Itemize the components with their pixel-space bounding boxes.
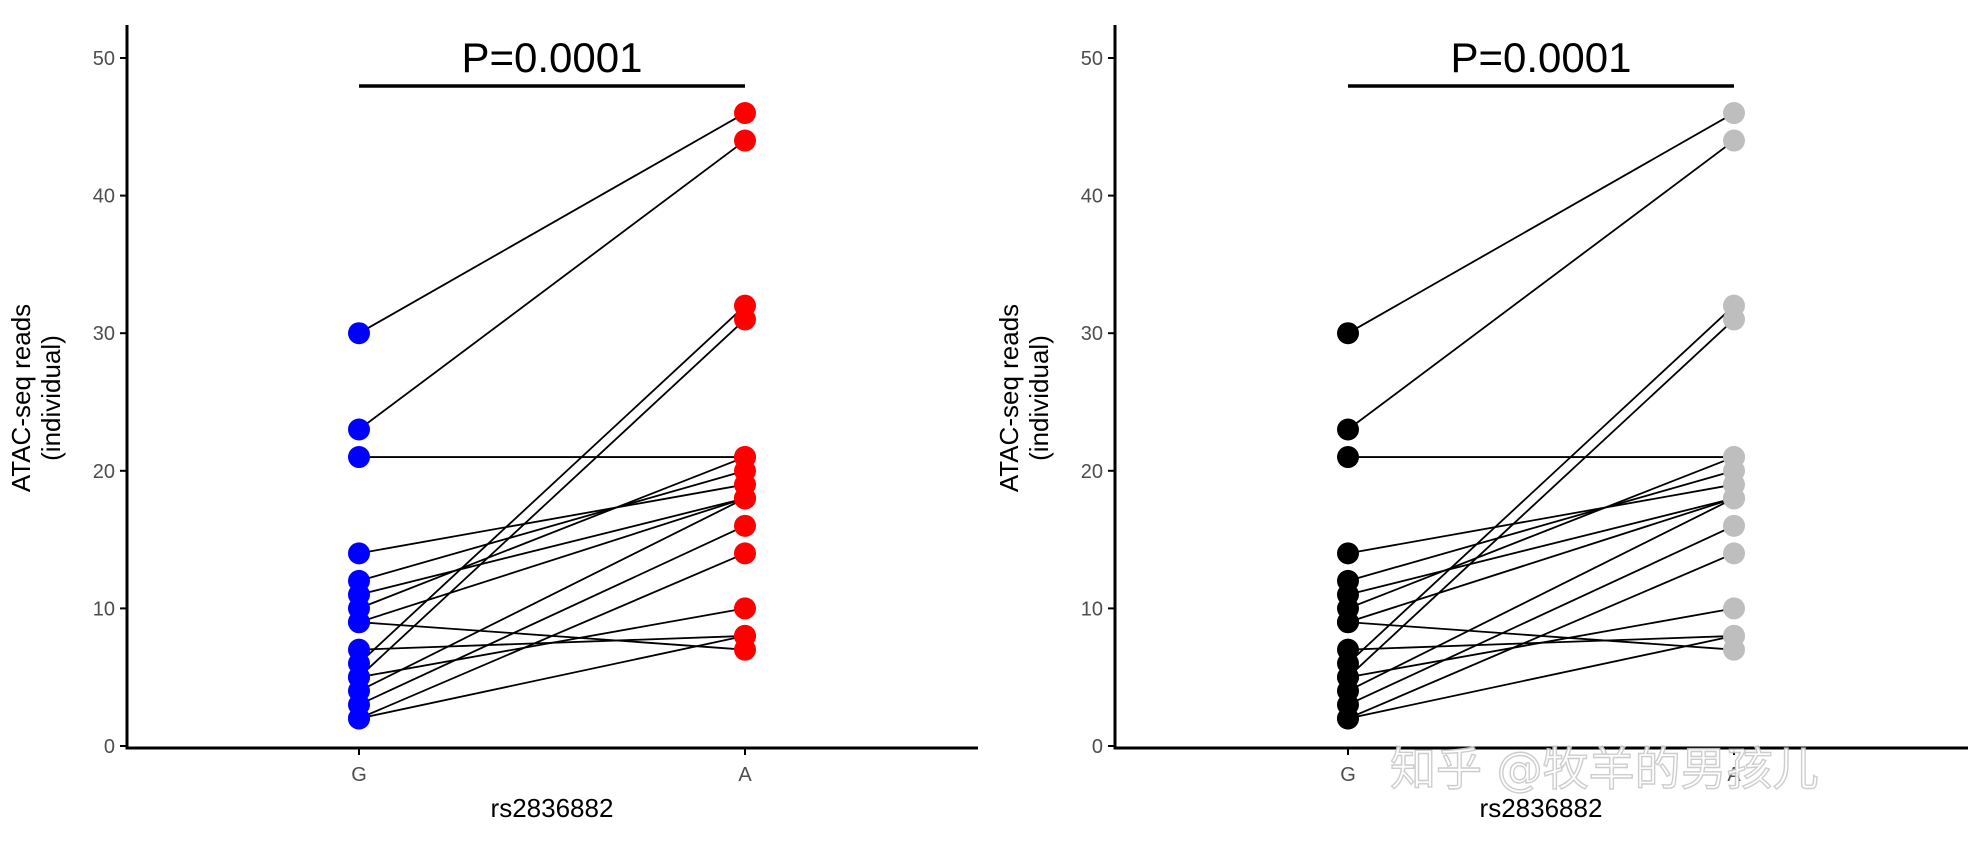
pair-line (358, 635, 746, 720)
point-g (1337, 542, 1359, 565)
pair-line (358, 139, 746, 431)
point-g (348, 542, 370, 565)
p-value-label: P=0.0001 (461, 34, 642, 81)
point-a (1723, 446, 1745, 469)
point-a (1723, 102, 1745, 125)
pair-line (1347, 456, 1735, 610)
point-g (1337, 446, 1359, 469)
y-axis-title: ATAC-seq reads(individual) (994, 304, 1054, 492)
point-a (1723, 129, 1745, 152)
point-a (734, 514, 756, 537)
point-g (1337, 707, 1359, 730)
point-a (734, 446, 756, 469)
point-a (734, 487, 756, 510)
y-tick-label: 30 (93, 323, 115, 345)
point-a (1723, 514, 1745, 537)
point-g (1337, 322, 1359, 345)
pair-line (1347, 318, 1735, 678)
point-g (348, 418, 370, 441)
pair-line (358, 112, 746, 334)
y-axis-title-line: (individual) (36, 335, 66, 461)
p-value-label: P=0.0001 (1450, 34, 1631, 81)
point-a (1723, 624, 1745, 647)
y-tick-label: 40 (1081, 186, 1103, 208)
y-tick-label: 40 (93, 186, 115, 208)
y-tick-label: 20 (1081, 461, 1103, 483)
watermark-text: 知乎 @牧羊的男孩儿 (1390, 742, 1819, 796)
y-tick-label: 30 (1081, 323, 1103, 345)
y-tick-label: 0 (1092, 736, 1103, 758)
pair-line (1347, 483, 1735, 555)
point-a (734, 597, 756, 620)
point-g (348, 322, 370, 345)
point-g (1337, 418, 1359, 441)
y-tick-label: 20 (93, 461, 115, 483)
pair-line (358, 318, 746, 678)
y-tick-label: 0 (104, 736, 115, 758)
x-tick-label: A (738, 764, 752, 786)
pair-line (1347, 112, 1735, 334)
pair-line (1347, 607, 1735, 679)
x-tick-label: G (1340, 764, 1356, 786)
y-axis-title-line: ATAC-seq reads (994, 304, 1024, 492)
point-a (1723, 487, 1745, 510)
pair-line (358, 497, 746, 624)
y-tick-label: 50 (1081, 48, 1103, 70)
pair-line (358, 305, 746, 665)
pair-line (358, 525, 746, 706)
x-tick-label: G (351, 764, 367, 786)
point-a (734, 102, 756, 125)
point-g (348, 611, 370, 634)
pair-line (358, 497, 746, 692)
y-tick-label: 10 (1081, 598, 1103, 620)
y-axis-title: ATAC-seq reads(individual) (6, 304, 66, 492)
pair-line (1347, 635, 1735, 720)
y-tick-label: 10 (93, 598, 115, 620)
pair-line (358, 483, 746, 555)
y-axis-title-line: (individual) (1024, 335, 1054, 461)
pair-line (358, 497, 746, 596)
pair-line (1347, 497, 1735, 596)
point-a (1723, 597, 1745, 620)
pair-line (1347, 139, 1735, 431)
point-a (1723, 542, 1745, 565)
point-g (348, 446, 370, 469)
y-axis-title-line: ATAC-seq reads (6, 304, 36, 492)
x-axis-title: rs2836882 (491, 793, 614, 823)
point-a (734, 308, 756, 331)
pair-line (358, 456, 746, 610)
pair-line (358, 607, 746, 679)
pair-line (1347, 525, 1735, 706)
point-a (734, 542, 756, 565)
pair-line (1347, 497, 1735, 692)
y-tick-label: 50 (93, 48, 115, 70)
pair-line (1347, 552, 1735, 720)
x-axis-title: rs2836882 (1480, 793, 1603, 823)
point-a (734, 624, 756, 647)
point-g (1337, 611, 1359, 634)
pair-line (1347, 305, 1735, 665)
point-g (348, 707, 370, 730)
pair-line (1347, 469, 1735, 582)
point-a (734, 129, 756, 152)
pair-line (358, 552, 746, 720)
x-tick-label: A (1727, 764, 1741, 786)
point-a (1723, 308, 1745, 331)
pair-line (358, 469, 746, 582)
pair-line (1347, 497, 1735, 624)
